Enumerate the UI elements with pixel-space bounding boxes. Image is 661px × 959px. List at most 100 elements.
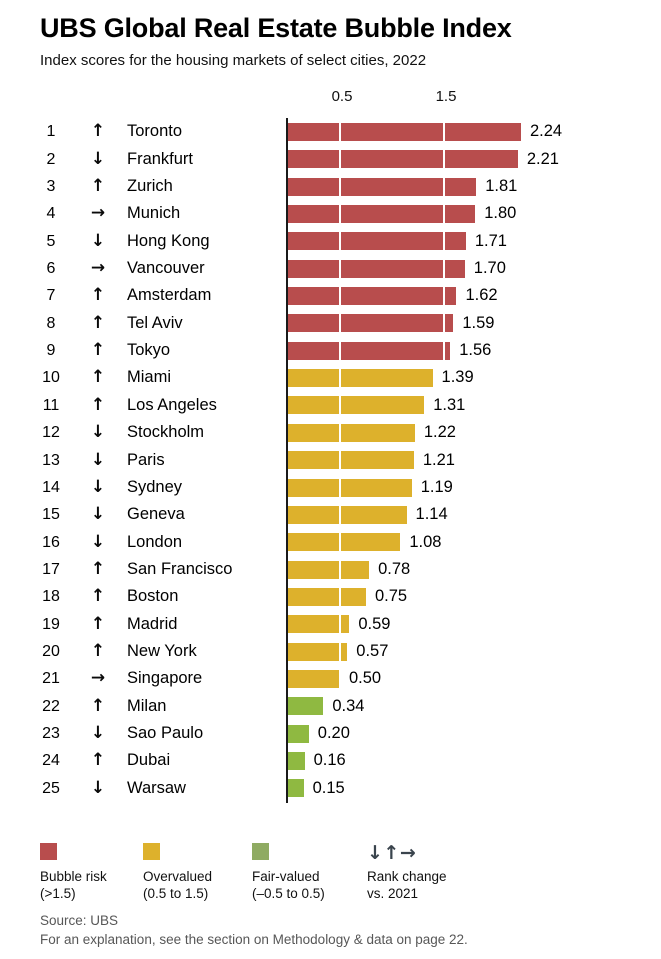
- index-value: 1.62: [465, 286, 498, 305]
- index-value: 0.59: [358, 614, 391, 633]
- rank-change-up-icon: ↑: [90, 640, 106, 661]
- footnote-text: For an explanation, see the section on M…: [40, 932, 468, 947]
- index-bar: [288, 615, 350, 634]
- rank-number: 15: [42, 506, 60, 524]
- chart-row-miami: 10 ↑ Miami 1.39: [0, 364, 661, 391]
- chart-row-singapore: 21 → Singapore 0.50: [0, 665, 661, 692]
- city-label: London: [127, 532, 183, 551]
- city-label: Dubai: [127, 751, 171, 770]
- index-value: 1.56: [459, 341, 492, 360]
- rank-number: 2: [46, 150, 56, 168]
- index-bar: [288, 150, 518, 169]
- legend-range-rank-change: vs. 2021: [367, 885, 419, 901]
- index-bar: [288, 779, 304, 798]
- chart-row-amsterdam: 7 ↑ Amsterdam 1.62: [0, 282, 661, 309]
- chart-row-hong-kong: 5 ↓ Hong Kong 1.71: [0, 228, 661, 255]
- city-label: Los Angeles: [127, 395, 217, 414]
- index-bar: [288, 451, 414, 470]
- city-label: Hong Kong: [127, 231, 210, 250]
- rank-number: 3: [46, 178, 56, 195]
- chart-row-sydney: 14 ↓ Sydney 1.19: [0, 474, 661, 501]
- fair-valued-swatch: [252, 843, 269, 860]
- overvalued-swatch: [143, 843, 160, 860]
- legend-item-fair-valued: Fair-valued (–0.5 to 0.5): [252, 843, 325, 902]
- rank-number: 9: [46, 342, 56, 360]
- gridline-15: [443, 118, 445, 803]
- city-label: Madrid: [127, 614, 178, 633]
- source-text: Source: UBS: [40, 913, 119, 928]
- rank-number: 21: [42, 670, 60, 688]
- rank-change-up-icon: ↑: [90, 176, 106, 196]
- rank-number: 18: [42, 588, 60, 606]
- city-label: Zurich: [127, 177, 173, 195]
- index-value: 2.21: [526, 149, 559, 168]
- index-bar: [288, 369, 433, 388]
- chart-row-london: 16 ↓ London 1.08: [0, 529, 661, 556]
- city-label: Munich: [127, 204, 181, 223]
- rank-change-up-icon: ↑: [90, 586, 106, 607]
- index-bar: [288, 205, 476, 224]
- rank-change-up-icon: ↑: [90, 695, 106, 716]
- index-bar: [288, 423, 415, 442]
- chart-row-new-york: 20 ↑ New York 0.57: [0, 638, 661, 665]
- rank-number: 5: [46, 232, 56, 250]
- index-bar: [288, 752, 305, 771]
- index-bar: [288, 478, 412, 497]
- city-label: Warsaw: [127, 778, 186, 797]
- city-label: Amsterdam: [127, 286, 212, 305]
- chart-row-geneva: 15 ↓ Geneva 1.14: [0, 501, 661, 528]
- city-label: New York: [127, 641, 197, 660]
- index-value: 0.20: [317, 724, 350, 742]
- rank-change-down-icon: ↓: [90, 531, 106, 552]
- city-label: Paris: [127, 450, 165, 469]
- chart-row-frankfurt: 2 ↓ Frankfurt 2.21: [0, 146, 661, 173]
- rank-change-down-icon: ↓: [90, 422, 106, 443]
- chart-row-los-angeles: 11 ↑ Los Angeles 1.31: [0, 392, 661, 419]
- city-label: Frankfurt: [127, 149, 194, 168]
- city-label: Milan: [127, 696, 167, 715]
- rank-change-arrows-icon: ↓↑→: [367, 842, 417, 864]
- rank-change-up-icon: ↑: [90, 340, 106, 361]
- index-bar: [288, 642, 348, 661]
- rank-number: 11: [42, 396, 60, 414]
- rank-change-up-icon: ↑: [90, 613, 106, 634]
- index-value: 0.78: [378, 559, 411, 578]
- index-bar: [288, 587, 366, 606]
- rank-number: 4: [46, 205, 56, 223]
- index-value: 1.71: [474, 231, 507, 250]
- index-bar: [288, 287, 457, 306]
- rank-number: 10: [42, 369, 60, 387]
- index-value: 1.81: [485, 177, 518, 195]
- rank-number: 17: [42, 560, 60, 578]
- rank-number: 13: [42, 451, 60, 469]
- index-value: 0.34: [332, 696, 365, 715]
- rank-change-down-icon: ↓: [90, 777, 106, 798]
- rank-change-right-icon: →: [90, 258, 106, 279]
- rank-change-down-icon: ↓: [90, 449, 106, 470]
- index-bar: [288, 669, 340, 688]
- legend-range-overvalued: (0.5 to 1.5): [143, 885, 209, 901]
- index-value: 2.24: [529, 122, 563, 141]
- page-title: UBS Global Real Estate Bubble Index: [40, 13, 512, 43]
- bubble-risk-swatch: [40, 843, 57, 860]
- rank-change-down-icon: ↓: [90, 148, 106, 169]
- city-label: Tokyo: [127, 341, 171, 360]
- index-bar: [288, 122, 521, 141]
- index-bar: [288, 232, 466, 251]
- index-value: 1.59: [462, 313, 495, 332]
- bar-chart-plot: 1 ↑ Toronto 2.24 2 ↓ Frankfurt 2.21 3 ↑ Zurich 1.81…: [0, 118, 661, 804]
- index-value: 0.50: [349, 669, 382, 688]
- city-label: Boston: [127, 587, 179, 606]
- legend: Bubble risk (>1.5) Overvalued (0.5 to 1.…: [0, 843, 661, 905]
- legend-item-bubble-risk: Bubble risk (>1.5): [40, 843, 107, 902]
- legend-label-rank-change: Rank change: [367, 869, 447, 884]
- city-label: Miami: [127, 368, 171, 387]
- rank-number: 22: [42, 697, 60, 715]
- rank-change-right-icon: →: [90, 668, 106, 689]
- axis-tick-label-05: 0.5: [331, 88, 353, 105]
- rank-change-up-icon: ↑: [90, 312, 106, 333]
- city-label: Sao Paulo: [127, 724, 204, 742]
- index-bar: [288, 505, 407, 524]
- index-value: 1.31: [433, 395, 466, 414]
